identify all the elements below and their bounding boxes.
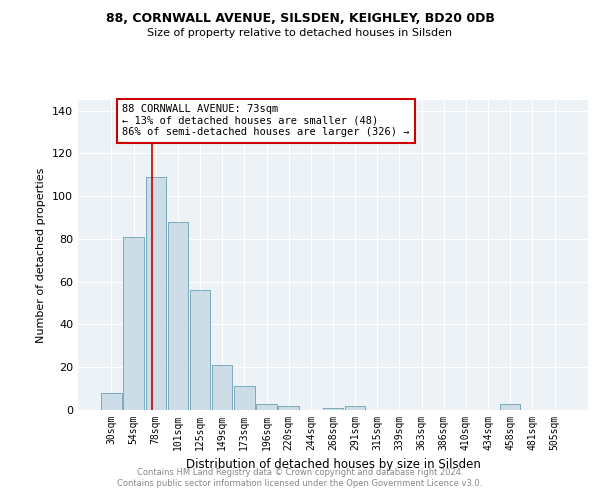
X-axis label: Distribution of detached houses by size in Silsden: Distribution of detached houses by size … <box>185 458 481 471</box>
Bar <box>212 365 232 410</box>
Bar <box>278 406 299 410</box>
Text: Contains HM Land Registry data © Crown copyright and database right 2024.
Contai: Contains HM Land Registry data © Crown c… <box>118 468 482 487</box>
Text: Size of property relative to detached houses in Silsden: Size of property relative to detached ho… <box>148 28 452 38</box>
Text: 88 CORNWALL AVENUE: 73sqm
← 13% of detached houses are smaller (48)
86% of semi-: 88 CORNWALL AVENUE: 73sqm ← 13% of detac… <box>122 104 410 138</box>
Bar <box>500 404 520 410</box>
Bar <box>101 393 122 410</box>
Bar <box>256 404 277 410</box>
Bar <box>167 222 188 410</box>
Bar <box>146 177 166 410</box>
Bar <box>234 386 254 410</box>
Bar <box>190 290 210 410</box>
Y-axis label: Number of detached properties: Number of detached properties <box>37 168 46 342</box>
Bar <box>345 406 365 410</box>
Bar <box>124 237 144 410</box>
Bar <box>323 408 343 410</box>
Text: 88, CORNWALL AVENUE, SILSDEN, KEIGHLEY, BD20 0DB: 88, CORNWALL AVENUE, SILSDEN, KEIGHLEY, … <box>106 12 494 26</box>
